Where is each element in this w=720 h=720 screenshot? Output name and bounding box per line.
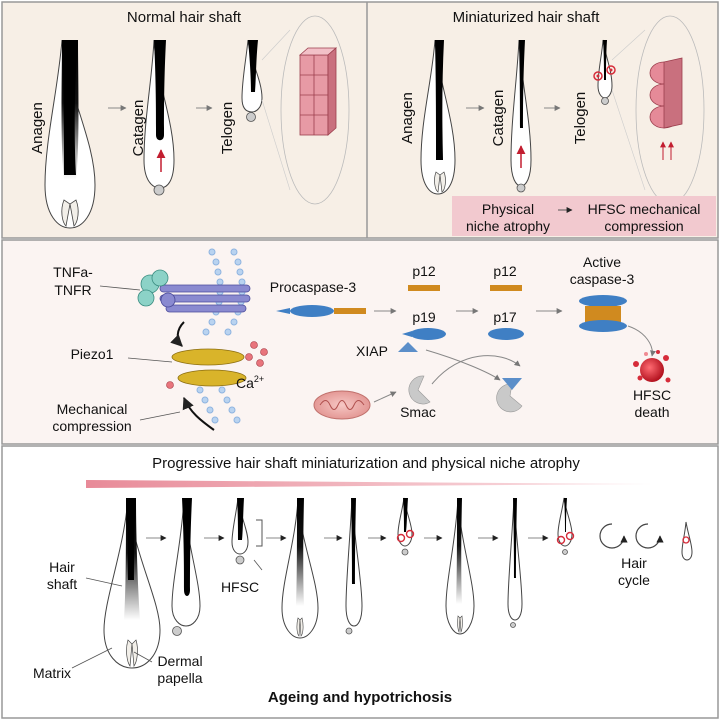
catagen-follicle-normal (143, 39, 175, 196)
smac-xiap-complex (496, 378, 523, 413)
xiap-triangle (398, 342, 418, 352)
mechanical-label-line2: compression (52, 418, 131, 434)
hfsc-stack-compressed (649, 57, 683, 129)
niche-oval-normal (261, 15, 350, 205)
top-panel (1, 1, 719, 239)
progression-wedge (86, 480, 652, 488)
hair-cycle-arrows (599, 523, 664, 549)
catagen-follicle-mini (510, 39, 532, 193)
follicle-6-telogen-damaged (396, 497, 415, 556)
stage-label-anagen-normal: Anagen (29, 102, 46, 154)
p17-fragment (488, 328, 524, 340)
mechanical-label-line1: Mechanical (57, 401, 128, 417)
normal-title: Normal hair shaft (127, 9, 242, 26)
p12-label-a: p12 (412, 263, 436, 279)
death-label-line1: HFSC (633, 387, 671, 403)
anagen-follicle-mini (420, 39, 456, 195)
tnf-label-line1: TNFa- (53, 264, 93, 280)
tnfr-receptor (137, 269, 251, 313)
procaspase-3 (276, 305, 366, 317)
compression-label-line1: HFSC mechanical (588, 201, 701, 217)
smac-protein (408, 375, 431, 405)
stage-label-catagen-normal: Catagen (130, 100, 147, 157)
follicle-9-telogen-damaged (556, 497, 575, 555)
hair-cycle-label-line1: Hair (621, 555, 647, 571)
follicle-8-catagen (507, 497, 523, 628)
smac-label: Smac (400, 404, 436, 420)
hfsc-label: HFSC (221, 579, 259, 595)
footer-title: Ageing and hypotrichosis (268, 689, 452, 706)
follicle-2-catagen (171, 497, 201, 636)
follicle-7-anagen (445, 497, 475, 635)
miniaturized-title: Miniaturized hair shaft (453, 9, 601, 26)
follicle-1-anagen (103, 497, 161, 669)
follicle-3-telogen (231, 497, 263, 571)
death-label-line2: death (634, 404, 669, 420)
atrophy-label-line2: niche atrophy (466, 218, 550, 234)
miniaturized-hair-section: Miniaturized hair shaft Anagen Catagen (399, 9, 716, 236)
compression-label-line2: compression (604, 218, 683, 234)
piezo-label: Piezo1 (71, 346, 114, 362)
bottom-title: Progressive hair shaft miniaturization a… (152, 455, 580, 472)
anagen-follicle-normal (44, 39, 96, 229)
piezo1-channel (171, 348, 247, 387)
tnf-label-line2: TNFR (54, 282, 91, 298)
telogen-follicle-normal (241, 39, 263, 122)
p12-label-b: p12 (493, 263, 517, 279)
active-label-line2: caspase-3 (570, 271, 635, 287)
niche-oval-mini (611, 15, 705, 205)
atrophy-label-line1: Physical (482, 201, 534, 217)
dermal-label-line1: Dermal (157, 653, 202, 669)
dermal-label-line2: papella (157, 670, 202, 686)
hair-cycle-label-line2: cycle (618, 572, 650, 588)
mitochondrion (313, 390, 371, 420)
p19-fragment (402, 328, 446, 340)
procaspase-label: Procaspase-3 (270, 279, 357, 295)
active-label-line1: Active (583, 254, 621, 270)
normal-hair-section: Normal hair shaft Anagen Catagen Telogen (29, 9, 350, 229)
caspase-pathway: Procaspase-3 p12 p19 XIAP p12 p17 Active… (270, 254, 671, 420)
p17-label: p17 (493, 309, 517, 325)
p12-fragment-b (490, 285, 522, 291)
follicle-10-miniature (681, 521, 693, 561)
stage-label-anagen-mini: Anagen (399, 92, 416, 144)
telogen-follicle-mini (593, 39, 616, 105)
calcium-label: Ca2+ (236, 374, 264, 391)
p19-label: p19 (412, 309, 436, 325)
hfsc-stack-normal (298, 47, 338, 136)
hair-shaft-label-line2: shaft (47, 576, 77, 592)
stage-label-telogen-normal: Telogen (219, 102, 236, 155)
stage-label-catagen-mini: Catagen (490, 90, 507, 147)
hair-shaft-label-line1: Hair (49, 559, 75, 575)
calcium-ions (166, 341, 268, 389)
progression-follicles: Hair shaft Matrix Dermal papella HFSC (33, 497, 693, 686)
xiap-label: XIAP (356, 343, 388, 359)
membrane-signaling: TNFa- TNFR Piezo1 Ca2+ Mechanical compre… (52, 248, 268, 434)
hfsc-death-cell (633, 350, 671, 383)
p12-fragment-a (408, 285, 440, 291)
atrophy-compression-labels: Physical niche atrophy HFSC mechanical c… (452, 196, 716, 236)
active-caspase-3 (579, 295, 627, 332)
stage-label-telogen-mini: Telogen (572, 92, 589, 145)
matrix-label: Matrix (33, 665, 71, 681)
follicle-5-catagen (345, 497, 363, 635)
follicle-4-anagen (281, 497, 319, 639)
